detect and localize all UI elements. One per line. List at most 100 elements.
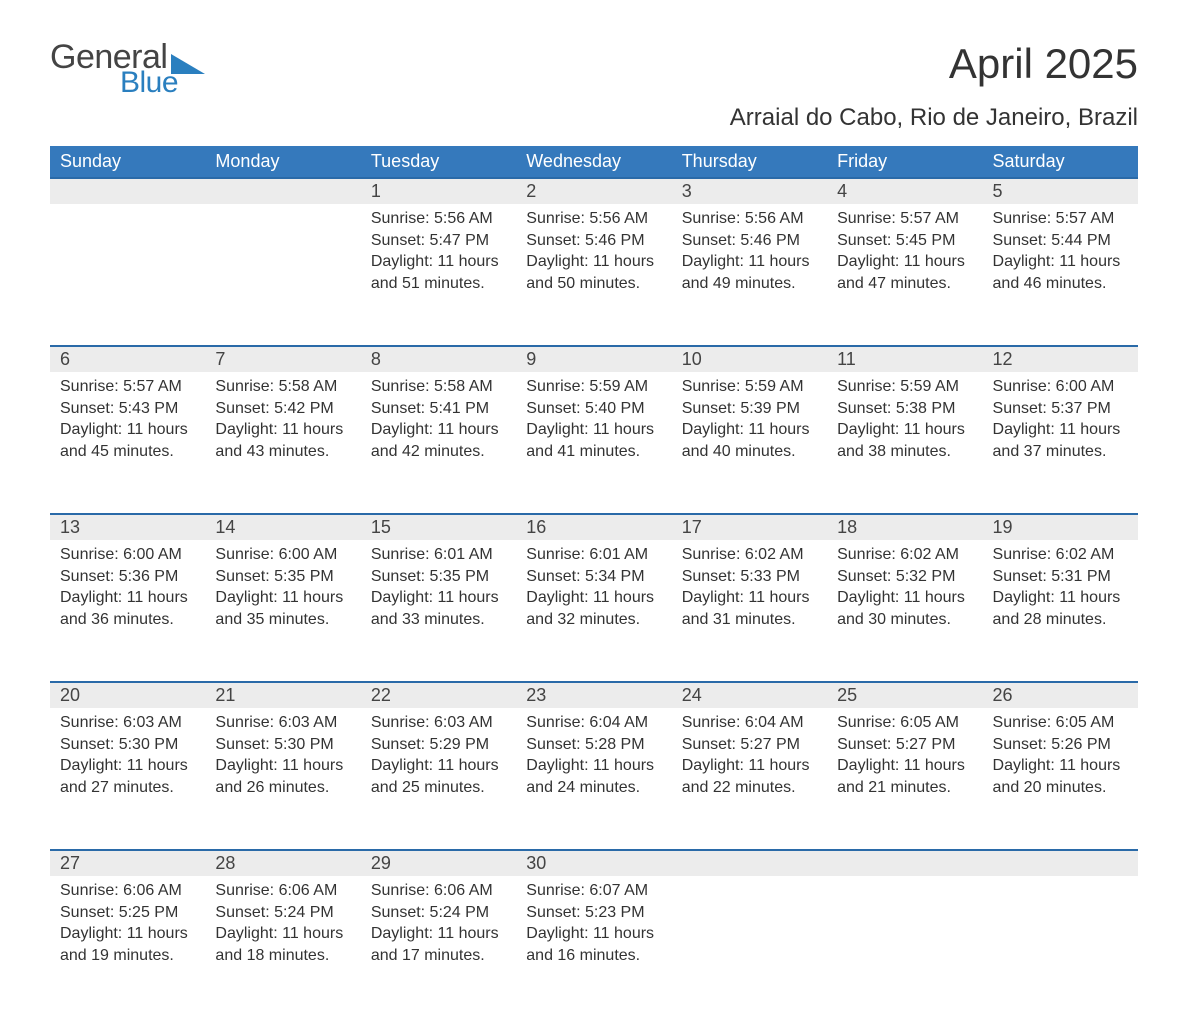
day-data-cell: Sunrise: 6:01 AMSunset: 5:35 PMDaylight:… (361, 540, 516, 682)
logo: General Blue (50, 40, 205, 98)
day-number-cell: 24 (672, 682, 827, 708)
day-data-cell: Sunrise: 6:07 AMSunset: 5:23 PMDaylight:… (516, 876, 671, 1018)
weekday-header: Monday (205, 146, 360, 178)
day-data-cell: Sunrise: 6:03 AMSunset: 5:30 PMDaylight:… (50, 708, 205, 850)
day-data-cell: Sunrise: 6:00 AMSunset: 5:36 PMDaylight:… (50, 540, 205, 682)
day-number-cell: 21 (205, 682, 360, 708)
day-data-row: Sunrise: 5:57 AMSunset: 5:43 PMDaylight:… (50, 372, 1138, 514)
day-data-cell: Sunrise: 6:01 AMSunset: 5:34 PMDaylight:… (516, 540, 671, 682)
day-number-cell: 11 (827, 346, 982, 372)
daylight-line: Daylight: 11 hours and 21 minutes. (837, 755, 972, 798)
day-number-cell: 6 (50, 346, 205, 372)
day-number-cell: 9 (516, 346, 671, 372)
sunset-line: Sunset: 5:25 PM (60, 902, 195, 924)
daylight-line: Daylight: 11 hours and 30 minutes. (837, 587, 972, 630)
sunrise-line: Sunrise: 5:56 AM (682, 208, 817, 230)
sunrise-line: Sunrise: 6:03 AM (215, 712, 350, 734)
daylight-line: Daylight: 11 hours and 38 minutes. (837, 419, 972, 462)
day-data-cell: Sunrise: 5:58 AMSunset: 5:41 PMDaylight:… (361, 372, 516, 514)
daylight-line: Daylight: 11 hours and 19 minutes. (60, 923, 195, 966)
day-data-cell: Sunrise: 6:06 AMSunset: 5:24 PMDaylight:… (361, 876, 516, 1018)
day-number-cell: 25 (827, 682, 982, 708)
day-data-cell: Sunrise: 5:57 AMSunset: 5:43 PMDaylight:… (50, 372, 205, 514)
location-subtitle: Arraial do Cabo, Rio de Janeiro, Brazil (50, 104, 1138, 132)
sunrise-line: Sunrise: 6:06 AM (60, 880, 195, 902)
sunrise-line: Sunrise: 6:03 AM (371, 712, 506, 734)
sunrise-line: Sunrise: 6:07 AM (526, 880, 661, 902)
sunrise-line: Sunrise: 6:01 AM (371, 544, 506, 566)
day-data-cell (983, 876, 1138, 1018)
day-number-row: 27282930 (50, 850, 1138, 876)
sunset-line: Sunset: 5:42 PM (215, 398, 350, 420)
day-number-cell: 4 (827, 178, 982, 204)
sunrise-line: Sunrise: 5:59 AM (837, 376, 972, 398)
day-number-cell: 1 (361, 178, 516, 204)
day-data-cell: Sunrise: 6:03 AMSunset: 5:29 PMDaylight:… (361, 708, 516, 850)
sunrise-line: Sunrise: 6:00 AM (215, 544, 350, 566)
sunset-line: Sunset: 5:29 PM (371, 734, 506, 756)
day-number-cell: 8 (361, 346, 516, 372)
sunset-line: Sunset: 5:43 PM (60, 398, 195, 420)
day-data-row: Sunrise: 5:56 AMSunset: 5:47 PMDaylight:… (50, 204, 1138, 346)
logo-text-blue: Blue (120, 68, 205, 98)
sunrise-line: Sunrise: 6:03 AM (60, 712, 195, 734)
daylight-line: Daylight: 11 hours and 47 minutes. (837, 251, 972, 294)
sunrise-line: Sunrise: 6:04 AM (682, 712, 817, 734)
daylight-line: Daylight: 11 hours and 16 minutes. (526, 923, 661, 966)
day-data-cell: Sunrise: 5:59 AMSunset: 5:39 PMDaylight:… (672, 372, 827, 514)
day-data-cell: Sunrise: 6:06 AMSunset: 5:24 PMDaylight:… (205, 876, 360, 1018)
daylight-line: Daylight: 11 hours and 26 minutes. (215, 755, 350, 798)
day-data-cell: Sunrise: 5:57 AMSunset: 5:44 PMDaylight:… (983, 204, 1138, 346)
day-data-cell: Sunrise: 6:04 AMSunset: 5:27 PMDaylight:… (672, 708, 827, 850)
daylight-line: Daylight: 11 hours and 18 minutes. (215, 923, 350, 966)
sunrise-line: Sunrise: 6:00 AM (60, 544, 195, 566)
daylight-line: Daylight: 11 hours and 49 minutes. (682, 251, 817, 294)
day-number-cell: 30 (516, 850, 671, 876)
sunset-line: Sunset: 5:32 PM (837, 566, 972, 588)
day-data-cell: Sunrise: 5:59 AMSunset: 5:38 PMDaylight:… (827, 372, 982, 514)
day-number-cell: 26 (983, 682, 1138, 708)
weekday-header: Saturday (983, 146, 1138, 178)
sunrise-line: Sunrise: 6:06 AM (371, 880, 506, 902)
day-data-cell: Sunrise: 6:00 AMSunset: 5:35 PMDaylight:… (205, 540, 360, 682)
sunrise-line: Sunrise: 6:04 AM (526, 712, 661, 734)
sunset-line: Sunset: 5:41 PM (371, 398, 506, 420)
sunset-line: Sunset: 5:44 PM (993, 230, 1128, 252)
sunset-line: Sunset: 5:34 PM (526, 566, 661, 588)
sunrise-line: Sunrise: 6:00 AM (993, 376, 1128, 398)
calendar-table: Sunday Monday Tuesday Wednesday Thursday… (50, 146, 1138, 1018)
daylight-line: Daylight: 11 hours and 27 minutes. (60, 755, 195, 798)
daylight-line: Daylight: 11 hours and 50 minutes. (526, 251, 661, 294)
sunrise-line: Sunrise: 5:56 AM (371, 208, 506, 230)
weekday-header: Sunday (50, 146, 205, 178)
day-number-row: 12345 (50, 178, 1138, 204)
sunrise-line: Sunrise: 6:05 AM (993, 712, 1128, 734)
day-number-cell: 27 (50, 850, 205, 876)
sunset-line: Sunset: 5:24 PM (215, 902, 350, 924)
day-data-cell: Sunrise: 5:56 AMSunset: 5:47 PMDaylight:… (361, 204, 516, 346)
sunrise-line: Sunrise: 6:01 AM (526, 544, 661, 566)
daylight-line: Daylight: 11 hours and 17 minutes. (371, 923, 506, 966)
sunrise-line: Sunrise: 6:02 AM (837, 544, 972, 566)
daylight-line: Daylight: 11 hours and 25 minutes. (371, 755, 506, 798)
sunset-line: Sunset: 5:30 PM (215, 734, 350, 756)
sunrise-line: Sunrise: 6:02 AM (993, 544, 1128, 566)
sunset-line: Sunset: 5:40 PM (526, 398, 661, 420)
sunrise-line: Sunrise: 6:02 AM (682, 544, 817, 566)
sunset-line: Sunset: 5:31 PM (993, 566, 1128, 588)
sunrise-line: Sunrise: 5:58 AM (371, 376, 506, 398)
sunrise-line: Sunrise: 5:57 AM (837, 208, 972, 230)
day-data-cell: Sunrise: 6:04 AMSunset: 5:28 PMDaylight:… (516, 708, 671, 850)
sunset-line: Sunset: 5:37 PM (993, 398, 1128, 420)
daylight-line: Daylight: 11 hours and 28 minutes. (993, 587, 1128, 630)
page-title: April 2025 (949, 40, 1138, 88)
weekday-header-row: Sunday Monday Tuesday Wednesday Thursday… (50, 146, 1138, 178)
day-data-cell: Sunrise: 6:06 AMSunset: 5:25 PMDaylight:… (50, 876, 205, 1018)
header: General Blue April 2025 (50, 40, 1138, 98)
daylight-line: Daylight: 11 hours and 33 minutes. (371, 587, 506, 630)
daylight-line: Daylight: 11 hours and 22 minutes. (682, 755, 817, 798)
day-number-cell: 7 (205, 346, 360, 372)
sunset-line: Sunset: 5:39 PM (682, 398, 817, 420)
day-data-cell: Sunrise: 6:03 AMSunset: 5:30 PMDaylight:… (205, 708, 360, 850)
day-number-cell (205, 178, 360, 204)
